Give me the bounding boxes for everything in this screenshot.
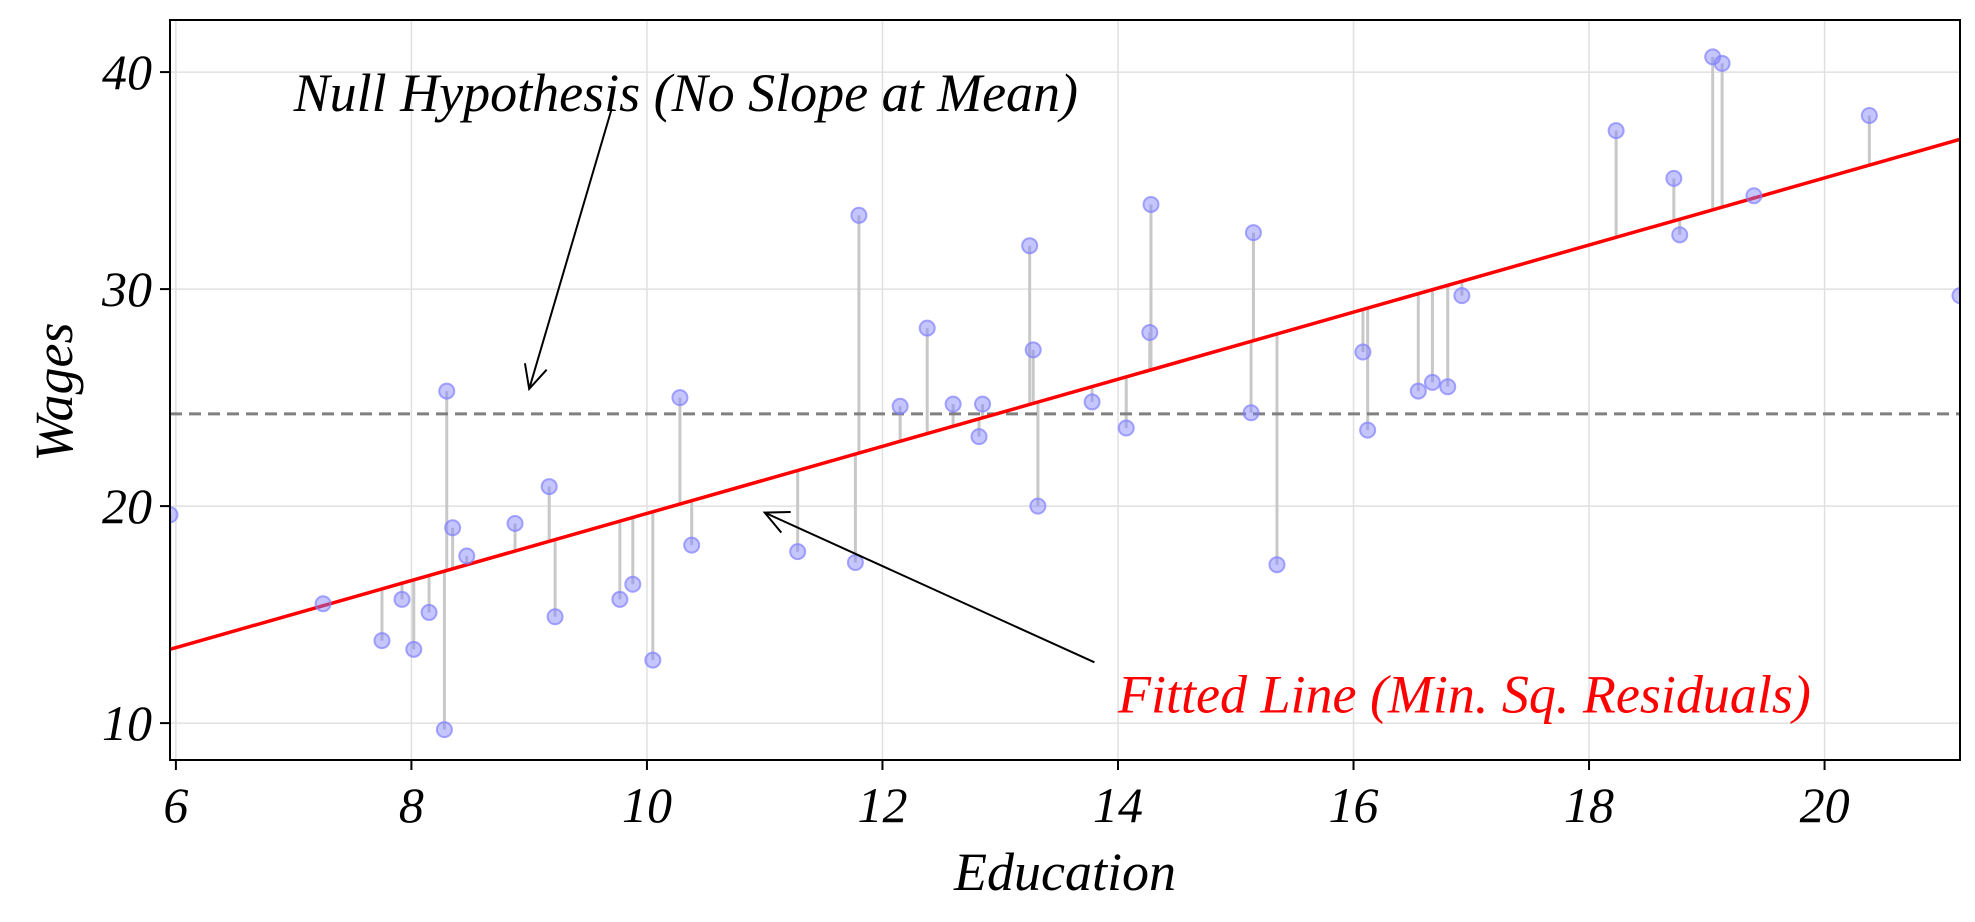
annotation-text: Fitted Line (Min. Sq. Residuals) [1117,664,1811,724]
residuals [170,56,1960,730]
data-point [438,382,456,400]
y-tick-label: 10 [102,695,152,751]
x-tick-label: 16 [1329,777,1379,833]
annotation-text: Null Hypothesis (No Slope at Mean) [293,63,1078,123]
data-point [1607,122,1625,140]
data-point [1745,187,1763,205]
axis-ticks: 6 8 10 12 14 16 18 20 10 20 30 40 [101,44,1850,833]
data-point [1083,393,1101,411]
data-point [1671,226,1689,244]
data-point [1713,54,1731,72]
data-point [1268,556,1286,574]
data-point [458,547,476,565]
x-axis-label: Education [953,842,1176,902]
data-point [850,206,868,224]
data-point [671,389,689,407]
annotation-arrowhead [523,363,548,392]
data-point [1117,419,1135,437]
x-tick-label: 18 [1564,777,1614,833]
plot-frame [169,19,1961,761]
annotation-arrow [764,511,1095,664]
data-point [435,721,453,739]
data-point [1029,497,1047,515]
data-point [918,319,936,337]
data-point [1359,421,1377,439]
y-tick-label: 20 [102,478,152,534]
reference-lines [170,137,1960,652]
data-point [1021,237,1039,255]
data-point [644,651,662,669]
data-point [1439,378,1457,396]
data-point [974,395,992,413]
annotation-arrowhead [762,510,791,534]
data-point [1423,373,1441,391]
data-point [1860,106,1878,124]
data-point [1354,343,1372,361]
data-point [373,632,391,650]
data-point [420,603,438,621]
data-point [393,590,411,608]
data-points [170,48,1960,739]
data-point [444,519,462,537]
data-point [970,428,988,446]
data-point [506,514,524,532]
data-point [1244,224,1262,242]
data-point [846,554,864,572]
plot-data [170,48,1960,739]
data-point [1951,287,1960,305]
data-point [170,506,179,524]
data-point [546,608,564,626]
x-tick-label: 12 [857,777,907,833]
data-point [405,640,423,658]
data-point [1024,341,1042,359]
data-point [1665,169,1683,187]
x-tick-label: 6 [163,777,188,833]
data-point [1242,404,1260,422]
data-point [683,536,701,554]
fitted-line [170,137,1960,652]
data-point [789,543,807,561]
grid [170,20,1960,760]
data-point [314,595,332,613]
data-point [1141,323,1159,341]
y-axis-label: Wages [24,322,84,461]
y-tick-label: 40 [102,44,152,100]
data-point [1142,195,1160,213]
data-point [891,397,909,415]
annotation-arrow [528,108,613,390]
x-tick-label: 14 [1093,777,1143,833]
data-point [1409,382,1427,400]
data-point [611,590,629,608]
data-point [944,395,962,413]
data-point [624,575,642,593]
data-point [540,478,558,496]
x-tick-label: 10 [622,777,672,833]
y-tick-label: 30 [101,261,152,317]
annotations: Null Hypothesis (No Slope at Mean) Fitted… [293,63,1811,724]
x-tick-label: 20 [1800,777,1850,833]
x-tick-label: 8 [399,777,424,833]
data-point [1453,287,1471,305]
